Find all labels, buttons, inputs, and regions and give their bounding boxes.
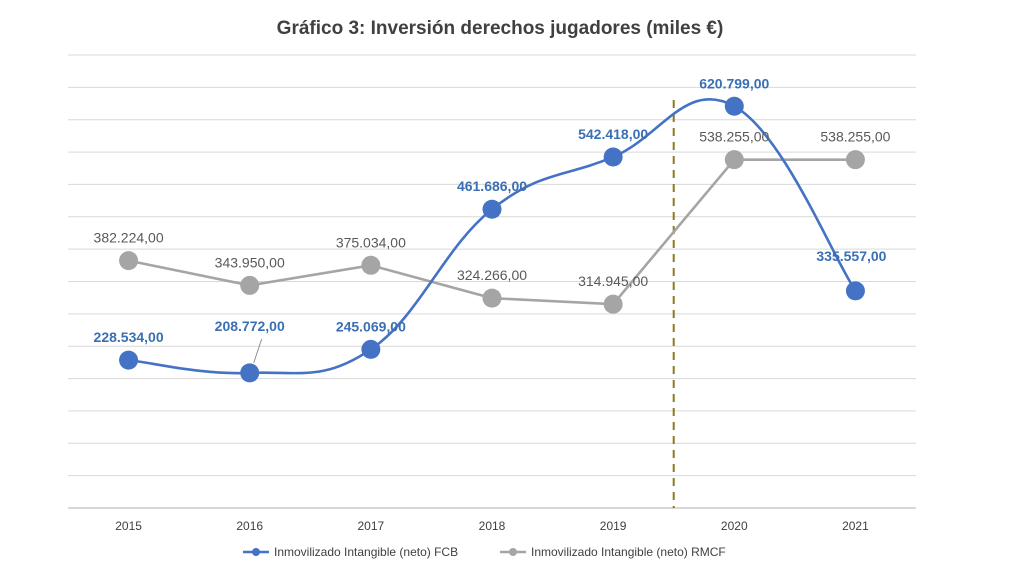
fcb-point-2020 xyxy=(724,96,744,116)
fcb-point-2015 xyxy=(119,350,139,370)
rmcf-legend-marker xyxy=(509,548,517,556)
rmcf-point-2020 xyxy=(724,150,744,170)
rmcf-point-2021 xyxy=(845,150,865,170)
fcb-data-label: 245.069,00 xyxy=(336,318,406,334)
rmcf-data-label: 375.034,00 xyxy=(336,234,406,250)
fcb-point-2019 xyxy=(603,147,623,167)
rmcf-data-label: 538.255,00 xyxy=(820,129,890,145)
x-tick-label: 2021 xyxy=(842,519,869,533)
rmcf-point-2016 xyxy=(240,275,260,295)
fcb-data-label: 620.799,00 xyxy=(699,75,769,91)
fcb-point-2017 xyxy=(361,339,381,359)
x-tick-label: 2020 xyxy=(721,519,748,533)
fcb-data-label: 208.772,00 xyxy=(215,318,285,334)
chart-title: Gráfico 3: Inversión derechos jugadores … xyxy=(277,18,724,39)
fcb-data-label: 542.418,00 xyxy=(578,126,648,142)
series-group xyxy=(119,96,865,383)
rmcf-point-2019 xyxy=(603,294,623,314)
gridlines xyxy=(68,54,916,477)
rmcf-point-2015 xyxy=(119,251,139,271)
rmcf-data-label: 324.266,00 xyxy=(457,267,527,283)
rmcf-data-label: 343.950,00 xyxy=(215,254,285,270)
x-tick-label: 2019 xyxy=(600,519,627,533)
fcb-data-label: 335.557,00 xyxy=(816,248,886,264)
rmcf-data-label: 538.255,00 xyxy=(699,129,769,145)
fcb-legend-marker xyxy=(252,548,260,556)
fcb-point-2021 xyxy=(845,281,865,301)
fcb-data-label: 461.686,00 xyxy=(457,178,527,194)
fcb-data-label: 228.534,00 xyxy=(94,329,164,345)
rmcf-data-label: 314.945,00 xyxy=(578,273,648,289)
fcb-point-2018 xyxy=(482,199,502,219)
fcb-point-2016 xyxy=(240,363,260,383)
legend: Inmovilizado Intangible (neto) FCB Inmovi… xyxy=(243,545,726,559)
data-labels: 228.534,00 208.772,00 245.069,00 461.686,00… xyxy=(94,75,891,364)
label-leader-line xyxy=(253,338,263,364)
rmcf-point-2018 xyxy=(482,288,502,308)
x-axis-ticks: 2015 2016 2017 2018 2019 2020 2021 xyxy=(115,519,869,533)
x-tick-label: 2016 xyxy=(236,519,263,533)
x-tick-label: 2018 xyxy=(479,519,506,533)
fcb-legend-label: Inmovilizado Intangible (neto) FCB xyxy=(274,545,458,559)
x-tick-label: 2017 xyxy=(358,519,385,533)
rmcf-data-label: 382.224,00 xyxy=(94,230,164,246)
rmcf-legend-label: Inmovilizado Intangible (neto) RMCF xyxy=(531,545,726,559)
x-tick-label: 2015 xyxy=(115,519,142,533)
rmcf-point-2017 xyxy=(361,255,381,275)
